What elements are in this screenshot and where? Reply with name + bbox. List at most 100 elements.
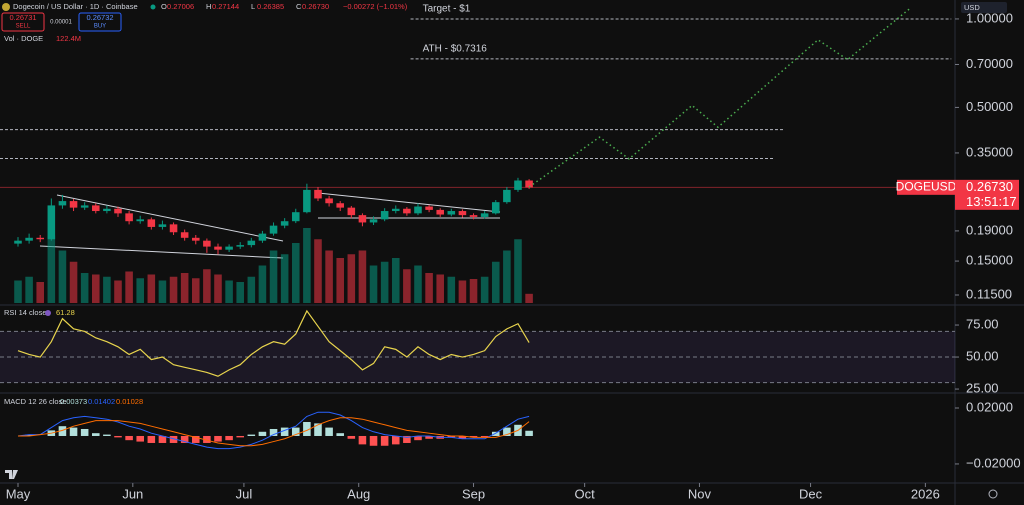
candle-body <box>236 245 244 247</box>
volume-bar <box>291 243 300 303</box>
y-tick-label: 0.02000 <box>966 399 1013 414</box>
rsi-legend-value: 61.28 <box>56 308 75 317</box>
candle-body <box>514 180 522 190</box>
candle-body <box>347 207 356 216</box>
candle-body <box>303 189 311 213</box>
volume-bar <box>36 282 44 303</box>
macd-histogram-bar <box>269 428 278 436</box>
volume-legend: Vol · DOGE <box>4 34 43 43</box>
ohlc-key: O <box>161 2 167 11</box>
volume-bar <box>480 276 489 303</box>
logo <box>5 470 18 479</box>
volume-bar <box>114 280 122 303</box>
macd-histogram-bar <box>58 426 67 436</box>
volume-bar <box>236 282 244 303</box>
ohlc-value: 0.26730 <box>302 2 329 11</box>
macd-histogram-bar <box>391 435 400 445</box>
macd-histogram-bar <box>414 435 422 441</box>
macd-histogram-bar <box>380 435 389 446</box>
candle-body <box>203 240 211 247</box>
volume-bar <box>391 258 400 303</box>
candle-body <box>214 246 222 250</box>
candle-body <box>447 211 456 215</box>
candle-body <box>391 208 400 212</box>
volume-bar <box>247 276 256 303</box>
volume-bar <box>14 280 22 303</box>
macd-histogram-bar <box>136 435 144 442</box>
macd-histogram-bar <box>125 435 133 441</box>
ohlc-value: 0.27144 <box>212 2 239 11</box>
candle-body <box>225 246 233 250</box>
candle-body <box>80 205 89 208</box>
candle-body <box>169 224 178 233</box>
change: −0.00272 (−1.01%) <box>343 2 408 11</box>
candle-body <box>58 201 67 206</box>
candle-body <box>503 189 511 203</box>
volume-bar <box>69 261 78 303</box>
candle-body <box>47 205 56 240</box>
candle-body <box>258 233 267 241</box>
volume-bar <box>136 278 144 303</box>
candle-body <box>469 215 478 217</box>
candle-body <box>269 225 278 234</box>
volume-bar <box>514 239 522 303</box>
macd-histogram-bar <box>80 428 89 436</box>
y-tick-label: 25.00 <box>966 380 999 395</box>
y-tick-label: 1.00000 <box>966 10 1013 25</box>
macd-histogram-bar <box>369 435 378 446</box>
volume-bar <box>214 274 222 303</box>
macd-histogram-bar <box>336 433 344 436</box>
candle-body <box>325 198 333 204</box>
macd-legend-value: 0.01402 <box>88 397 115 406</box>
macd-histogram-bar <box>25 434 33 436</box>
candle-body <box>103 208 111 212</box>
rsi-line <box>17 309 530 377</box>
candle-body <box>14 240 22 244</box>
candle-body <box>25 237 33 241</box>
volume-bar <box>436 274 444 303</box>
volume-bar <box>325 250 333 303</box>
currency-box[interactable] <box>961 2 1007 13</box>
price-box <box>955 179 1019 210</box>
macd-histogram-bar <box>247 434 256 436</box>
sell-button[interactable] <box>1 12 45 32</box>
buy-label: BUY <box>94 24 106 30</box>
macd-histogram-bar <box>347 435 356 439</box>
volume-bar <box>80 273 89 303</box>
volume-bar <box>458 280 467 303</box>
macd-histogram-bar <box>169 435 178 443</box>
currency: USD <box>964 3 980 12</box>
candle-body <box>91 205 100 212</box>
market-status <box>150 4 156 10</box>
symbol-title: Dogecoin / US Dollar · 1D · Coinbase <box>13 2 138 11</box>
volume-bar <box>269 250 278 303</box>
volume-bar <box>447 276 456 303</box>
volume-bar <box>469 279 478 303</box>
candle-body <box>158 224 167 227</box>
settings-icon[interactable] <box>988 489 998 499</box>
macd-histogram-bar <box>236 435 244 438</box>
sell-label: SELL <box>16 24 31 30</box>
buy-button[interactable] <box>78 12 122 32</box>
volume-bar <box>280 254 289 303</box>
x-tick-label: Nov <box>688 486 712 501</box>
y-tick-label: 0.50000 <box>966 99 1013 114</box>
y-tick-label: 0.35000 <box>966 144 1013 159</box>
ohlc-key: L <box>251 2 255 11</box>
macd-histogram-bar <box>469 435 478 438</box>
volume-bar <box>491 261 500 303</box>
x-tick-label: 2026 <box>911 486 940 501</box>
volume-bar <box>258 265 267 303</box>
candle-body <box>114 208 122 214</box>
macd-histogram-bar <box>325 427 333 436</box>
y-tick-label: 75.00 <box>966 316 999 331</box>
trendline <box>317 192 501 213</box>
candle-body <box>480 213 489 217</box>
macd-histogram-bar <box>180 435 189 443</box>
rsi-icon <box>45 310 51 316</box>
candle-body <box>125 213 133 222</box>
macd-histogram-bar <box>303 421 311 436</box>
macd-histogram-bar <box>491 431 500 436</box>
